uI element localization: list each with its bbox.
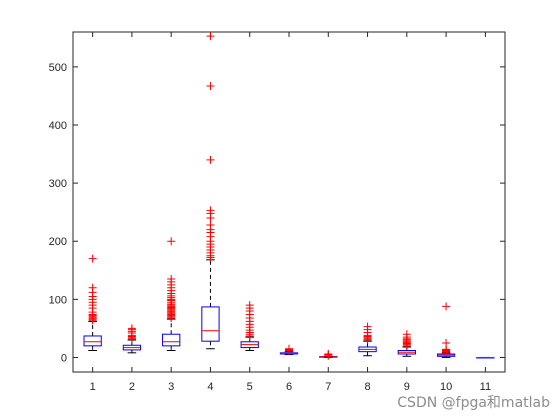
x-tick-label: 10 (440, 381, 452, 393)
outlier-point (88, 283, 97, 292)
outlier-point (402, 330, 411, 339)
outlier-point (285, 344, 293, 353)
box (83, 335, 102, 347)
outlier-point (206, 206, 215, 215)
y-tick-label: 400 (49, 120, 67, 132)
plot-frame (72, 31, 506, 373)
outlier-point (442, 302, 451, 311)
y-tick-label: 100 (49, 294, 67, 306)
x-tick-label: 11 (480, 381, 491, 393)
outlier-point (245, 301, 254, 310)
outlier-point (206, 82, 215, 91)
x-tick-label: 6 (286, 381, 292, 393)
x-tick-label: 3 (168, 381, 174, 393)
outlier-point (88, 254, 97, 263)
watermark: CSDN @fpga和matlab (397, 395, 550, 411)
x-tick-label: 1 (90, 381, 96, 393)
x-tick-label: 7 (325, 381, 331, 393)
outlier-point (442, 338, 451, 347)
box (201, 306, 220, 342)
y-tick-label: 300 (49, 178, 67, 190)
outlier-point (206, 155, 215, 164)
outlier-point (127, 324, 136, 333)
outlier-point (206, 220, 215, 229)
outlier-point (324, 349, 333, 358)
x-tick-label: 9 (404, 381, 410, 393)
outlier-point (167, 237, 176, 246)
y-tick-label: 500 (49, 62, 67, 74)
y-tick-label: 0 (61, 352, 67, 364)
x-tick-label: 4 (207, 381, 213, 393)
box (162, 333, 181, 347)
outlier-point (363, 322, 372, 331)
x-tick-label: 5 (247, 381, 253, 393)
x-tick-label: 2 (129, 381, 135, 393)
outlier-point (167, 275, 176, 284)
x-tick-label: 8 (364, 381, 370, 393)
outlier-point (206, 32, 215, 41)
y-tick-label: 200 (49, 236, 67, 248)
